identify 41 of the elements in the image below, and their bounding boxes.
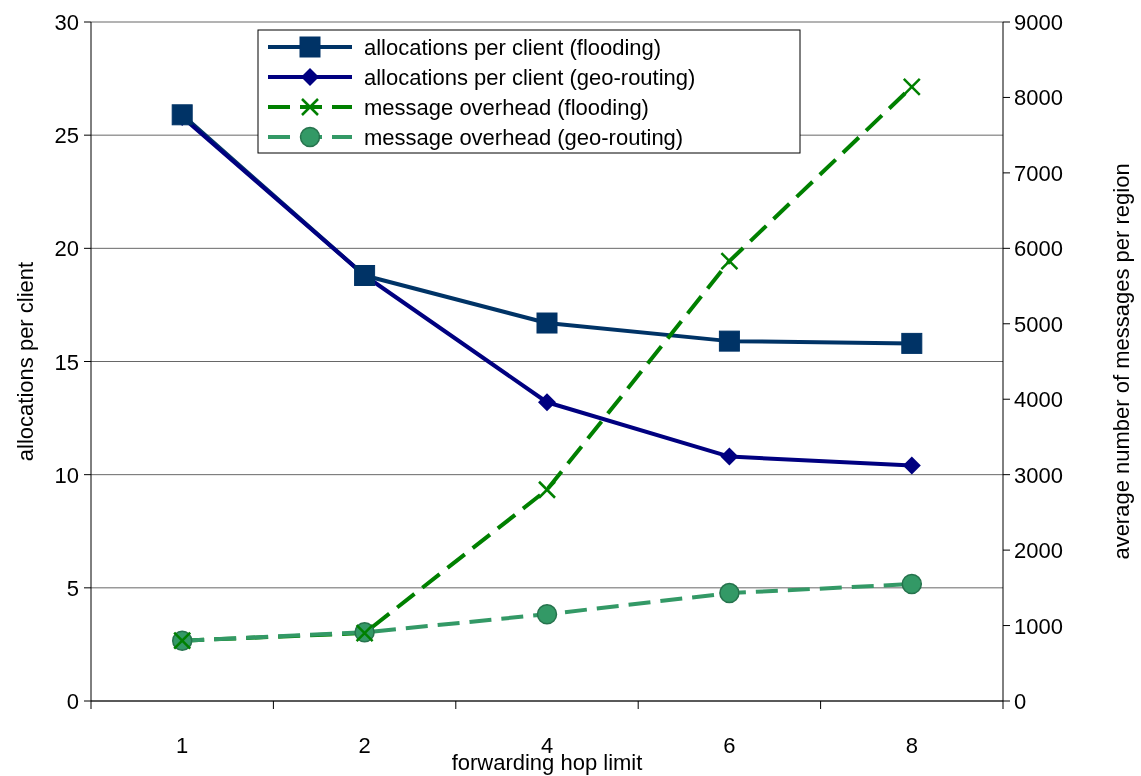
y-tick-label: 30: [54, 10, 79, 35]
y2-tick-label: 6000: [1014, 236, 1063, 262]
x-tick-label: 2: [358, 733, 371, 758]
y2-tick-label: 9000: [1014, 10, 1063, 35]
x-tick-label: 8: [905, 733, 918, 758]
legend-label: allocations per client (flooding): [364, 35, 662, 60]
point: [720, 447, 739, 466]
y2-tick-label: 1000: [1014, 613, 1063, 639]
point: [902, 77, 922, 97]
y2-axis-title: average number of messages per region: [1109, 163, 1134, 560]
point: [171, 104, 193, 126]
point: [538, 393, 556, 412]
y2-tick-label: 3000: [1014, 462, 1063, 488]
y2-tick-label: 8000: [1014, 85, 1063, 111]
y-tick-label: 5: [66, 575, 79, 601]
point: [720, 251, 739, 271]
y-tick-label: 20: [54, 236, 79, 262]
y-tick-label: 10: [54, 462, 79, 488]
y-tick-label: 15: [54, 349, 79, 375]
legend-label: allocations per client (geo-routing): [364, 65, 696, 90]
point: [719, 582, 740, 604]
point: [536, 603, 558, 625]
y2-tick-label: 5000: [1014, 311, 1063, 337]
point: [902, 456, 921, 475]
y-tick-label: 25: [54, 123, 79, 149]
y2-tick-label: 4000: [1014, 387, 1063, 413]
y2-tick-label: 2000: [1014, 538, 1063, 564]
x-tick-label: 4: [540, 733, 554, 758]
y-tick-label: 0: [66, 689, 79, 714]
y-axis-title: allocations per client: [13, 261, 38, 462]
y2-tick-label: 0: [1014, 689, 1027, 714]
point: [536, 312, 558, 334]
x-tick-label: 6: [723, 733, 736, 758]
x-tick-label: 1: [176, 733, 189, 758]
point: [901, 332, 923, 354]
y2-tick-label: 7000: [1014, 160, 1063, 186]
point: [718, 330, 740, 352]
point: [537, 480, 557, 500]
legend-label: message overhead (geo-routing): [364, 125, 684, 150]
legend-label: message overhead (flooding): [364, 95, 649, 120]
point: [901, 573, 923, 595]
